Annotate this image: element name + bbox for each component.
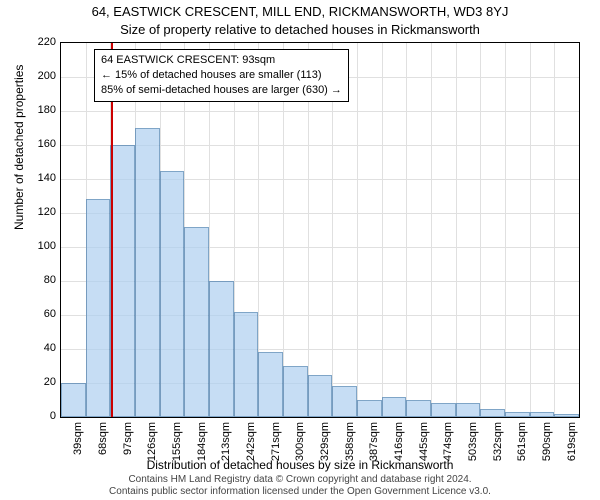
histogram-bar bbox=[234, 312, 259, 417]
x-tick-label: 242sqm bbox=[245, 422, 257, 462]
x-tick-label: 213sqm bbox=[220, 422, 232, 462]
gridline-v bbox=[456, 43, 457, 417]
histogram-bar bbox=[357, 400, 382, 417]
title-subtitle: Size of property relative to detached ho… bbox=[0, 22, 600, 37]
y-tick-label: 20 bbox=[16, 376, 56, 388]
footer-attribution: Contains HM Land Registry data © Crown c… bbox=[0, 474, 600, 498]
plot-area: 64 EASTWICK CRESCENT: 93sqm ← 15% of det… bbox=[60, 42, 580, 418]
x-tick-label: 445sqm bbox=[418, 422, 430, 462]
y-tick-label: 40 bbox=[16, 342, 56, 354]
annotation-line-1: 64 EASTWICK CRESCENT: 93sqm bbox=[101, 53, 342, 68]
x-tick-label: 97sqm bbox=[122, 422, 134, 462]
x-tick-label: 329sqm bbox=[319, 422, 331, 462]
histogram-bar bbox=[209, 281, 234, 417]
histogram-bar bbox=[283, 366, 308, 417]
y-tick-label: 80 bbox=[16, 274, 56, 286]
x-tick-label: 271sqm bbox=[270, 422, 282, 462]
histogram-bar bbox=[184, 227, 209, 417]
histogram-bar bbox=[456, 403, 481, 417]
y-tick-label: 0 bbox=[16, 410, 56, 422]
histogram-bar bbox=[431, 403, 456, 417]
histogram-bar bbox=[382, 397, 407, 417]
histogram-bar bbox=[480, 409, 505, 418]
x-tick-label: 184sqm bbox=[196, 422, 208, 462]
gridline-v bbox=[480, 43, 481, 417]
gridline-v bbox=[357, 43, 358, 417]
histogram-bar bbox=[530, 412, 555, 417]
x-tick-label: 300sqm bbox=[294, 422, 306, 462]
annotation-line-3: 85% of semi-detached houses are larger (… bbox=[101, 83, 342, 98]
annotation-line-2: ← 15% of detached houses are smaller (11… bbox=[101, 68, 342, 83]
x-tick-label: 590sqm bbox=[541, 422, 553, 462]
footer-line-2: Contains public sector information licen… bbox=[0, 486, 600, 498]
x-tick-label: 68sqm bbox=[97, 422, 109, 462]
x-tick-label: 126sqm bbox=[146, 422, 158, 462]
footer-line-1: Contains HM Land Registry data © Crown c… bbox=[0, 474, 600, 486]
x-tick-label: 155sqm bbox=[171, 422, 183, 462]
x-tick-label: 619sqm bbox=[566, 422, 578, 462]
histogram-bar bbox=[135, 128, 160, 417]
x-tick-label: 561sqm bbox=[516, 422, 528, 462]
x-tick-label: 39sqm bbox=[72, 422, 84, 462]
histogram-bar bbox=[505, 412, 530, 417]
x-tick-label: 532sqm bbox=[492, 422, 504, 462]
y-tick-label: 160 bbox=[16, 138, 56, 150]
y-tick-label: 100 bbox=[16, 240, 56, 252]
gridline-h bbox=[61, 111, 579, 112]
gridline-v bbox=[382, 43, 383, 417]
gridline-v bbox=[554, 43, 555, 417]
title-address: 64, EASTWICK CRESCENT, MILL END, RICKMAN… bbox=[0, 4, 600, 19]
histogram-bar bbox=[86, 199, 111, 417]
x-tick-label: 387sqm bbox=[368, 422, 380, 462]
x-tick-label: 416sqm bbox=[393, 422, 405, 462]
histogram-bar bbox=[110, 145, 135, 417]
gridline-v bbox=[406, 43, 407, 417]
y-tick-label: 220 bbox=[16, 36, 56, 48]
y-tick-label: 120 bbox=[16, 206, 56, 218]
y-tick-label: 180 bbox=[16, 104, 56, 116]
histogram-bar bbox=[406, 400, 431, 417]
gridline-v bbox=[431, 43, 432, 417]
histogram-bar bbox=[258, 352, 283, 417]
x-tick-label: 474sqm bbox=[442, 422, 454, 462]
histogram-bar bbox=[554, 414, 579, 417]
y-tick-label: 200 bbox=[16, 70, 56, 82]
x-tick-label: 358sqm bbox=[344, 422, 356, 462]
figure: 64, EASTWICK CRESCENT, MILL END, RICKMAN… bbox=[0, 0, 600, 500]
y-tick-label: 60 bbox=[16, 308, 56, 320]
gridline-v bbox=[530, 43, 531, 417]
x-tick-label: 503sqm bbox=[467, 422, 479, 462]
y-tick-label: 140 bbox=[16, 172, 56, 184]
gridline-v bbox=[505, 43, 506, 417]
histogram-bar bbox=[61, 383, 86, 417]
histogram-bar bbox=[332, 386, 357, 417]
histogram-bar bbox=[160, 171, 185, 418]
x-axis-label: Distribution of detached houses by size … bbox=[0, 458, 600, 472]
annotation-box: 64 EASTWICK CRESCENT: 93sqm ← 15% of det… bbox=[94, 49, 349, 102]
histogram-bar bbox=[308, 375, 333, 418]
